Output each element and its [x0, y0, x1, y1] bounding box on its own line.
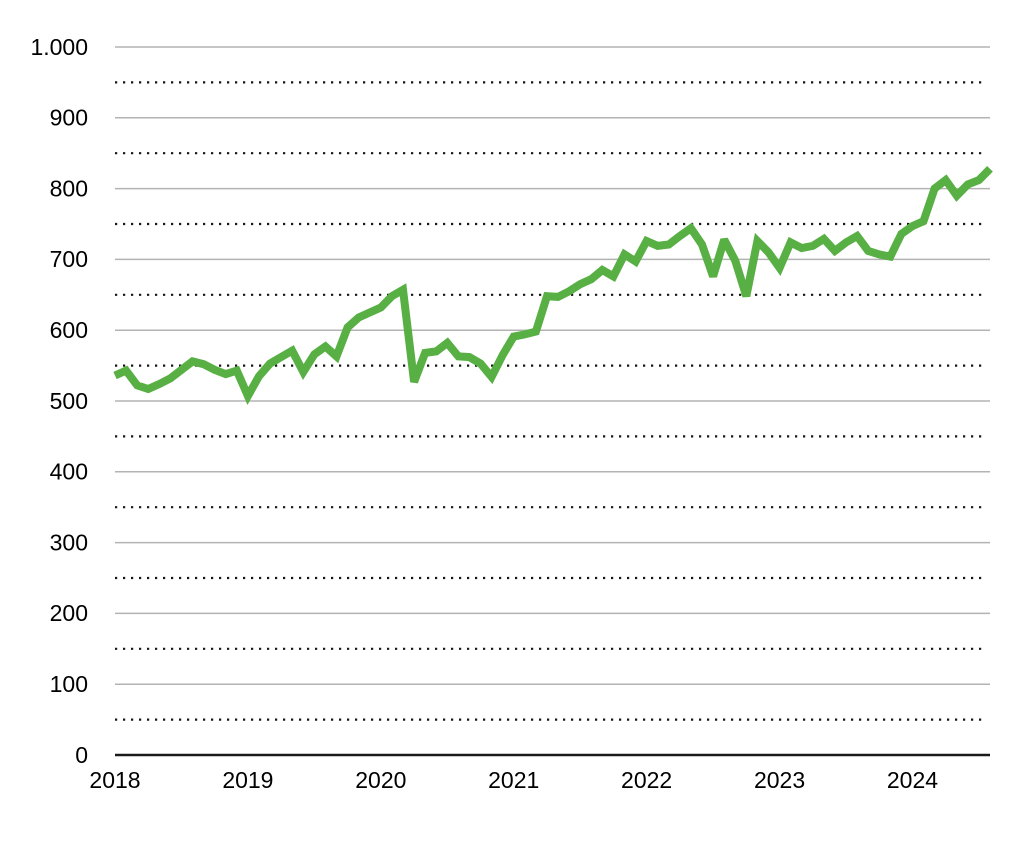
y-axis-label: 700 [50, 246, 88, 272]
y-axis-label: 800 [50, 175, 88, 201]
x-axis-label: 2018 [89, 767, 140, 793]
y-axis-label: 300 [50, 529, 88, 555]
x-axis-label: 2022 [621, 767, 672, 793]
y-axis-label: 0 [75, 742, 88, 768]
y-axis-label: 900 [50, 105, 88, 131]
y-axis-label: 600 [50, 317, 88, 343]
y-axis-label: 100 [50, 671, 88, 697]
y-axis-label: 400 [50, 459, 88, 485]
y-axis-label: 500 [50, 388, 88, 414]
y-axis-label: 200 [50, 600, 88, 626]
x-axis-label: 2019 [222, 767, 273, 793]
x-axis-label: 2020 [355, 767, 406, 793]
y-axis-label: 1.000 [30, 34, 88, 60]
data-line-series [113, 165, 993, 405]
x-axis-label: 2023 [754, 767, 805, 793]
x-axis-label: 2024 [887, 767, 938, 793]
x-axis-label: 2021 [488, 767, 539, 793]
